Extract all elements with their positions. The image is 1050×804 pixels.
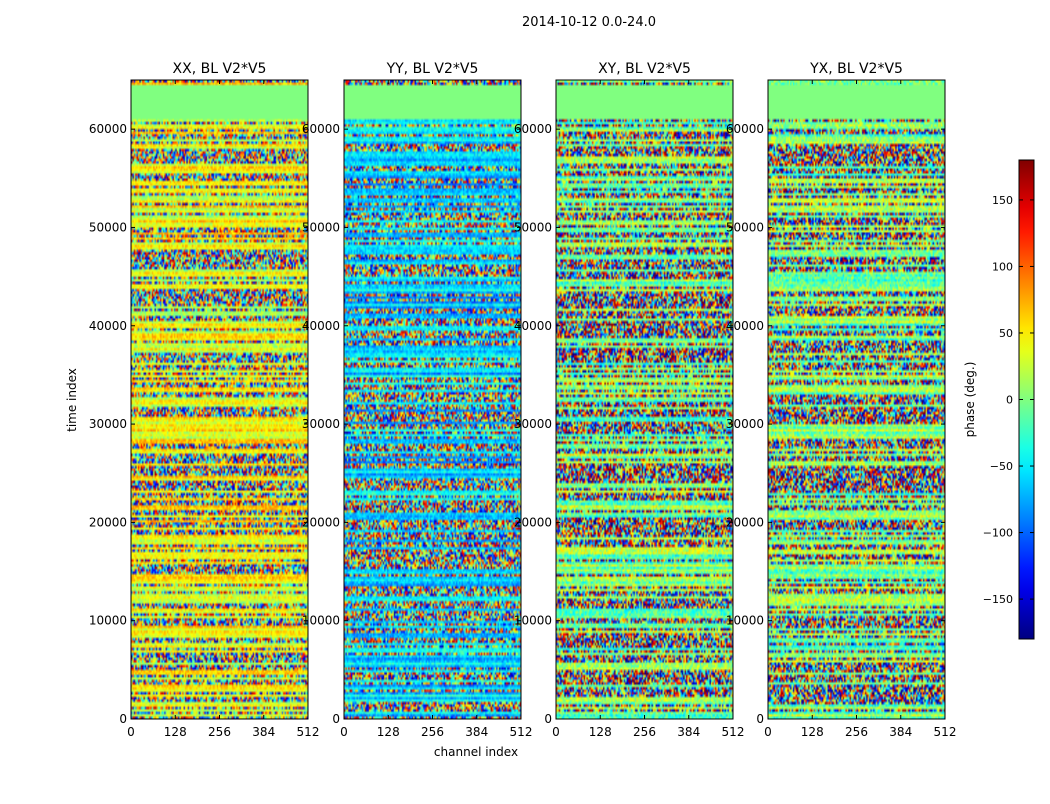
panel-title: YY, BL V2*V5 [386,61,479,77]
x-tick-label: 128 [377,725,400,739]
x-tick-label: 512 [934,725,957,739]
panel-heatmap-image [344,80,521,719]
y-tick-label: 20000 [89,515,127,529]
colorbar-tick-label: −100 [983,527,1013,540]
x-tick-label: 512 [297,725,320,739]
x-axis-label: channel index [434,745,518,759]
x-tick-label: 0 [127,725,135,739]
x-tick-label: 128 [164,725,187,739]
colorbar-tick-label: 0 [1006,394,1013,407]
y-tick-label: 20000 [514,515,552,529]
x-tick-label: 384 [465,725,488,739]
y-tick-label: 10000 [89,614,127,628]
y-tick-label: 50000 [514,220,552,234]
y-tick-label: 60000 [89,122,127,136]
panel-title: XY, BL V2*V5 [598,61,691,77]
x-tick-label: 0 [764,725,772,739]
y-tick-label: 0 [756,712,764,726]
y-tick-label: 40000 [302,319,340,333]
x-tick-label: 256 [208,725,231,739]
y-tick-label: 40000 [514,319,552,333]
panel-heatmap-image [131,80,308,719]
x-tick-label: 256 [633,725,656,739]
x-tick-label: 384 [677,725,700,739]
panel-3: YX, BL V2*V5 0 128 256 384 512 0 10000 20000 3000… [726,61,957,739]
colorbar-label: phase (deg.) [963,362,977,438]
x-tick-label: 512 [722,725,745,739]
x-tick-label: 256 [845,725,868,739]
y-tick-label: 50000 [302,220,340,234]
figure-title: 2014-10-12 0.0-24.0 [522,15,656,30]
colorbar-tick-label: 50 [999,327,1013,340]
panel-0: XX, BL V2*V5 0 128 256 384 512 0 10000 20000 3000… [89,61,320,739]
y-tick-label: 20000 [726,515,764,529]
y-tick-label: 30000 [514,417,552,431]
x-tick-label: 128 [589,725,612,739]
panel-heatmap-image [768,80,945,719]
x-tick-label: 256 [421,725,444,739]
x-tick-label: 0 [552,725,560,739]
y-tick-label: 60000 [726,122,764,136]
y-tick-label: 50000 [89,220,127,234]
panel-title: XX, BL V2*V5 [173,61,267,77]
panel-2: XY, BL V2*V5 0 128 256 384 512 0 10000 20000 3000… [514,61,745,739]
y-tick-label: 60000 [514,122,552,136]
colorbar-tick-label: 150 [992,194,1013,207]
y-tick-label: 0 [119,712,127,726]
y-tick-label: 10000 [514,614,552,628]
x-tick-label: 384 [889,725,912,739]
y-tick-label: 30000 [89,417,127,431]
y-tick-label: 10000 [726,614,764,628]
x-tick-label: 0 [340,725,348,739]
y-tick-label: 0 [332,712,340,726]
colorbar-tick-label: 100 [992,260,1013,273]
y-tick-label: 10000 [302,614,340,628]
panel-title: YX, BL V2*V5 [809,61,903,77]
x-tick-label: 512 [510,725,533,739]
y-tick-label: 30000 [726,417,764,431]
x-tick-label: 384 [252,725,275,739]
y-axis-label: time index [65,368,79,432]
y-tick-label: 60000 [302,122,340,136]
panel-1: YY, BL V2*V5 0 128 256 384 512 0 10000 20000 3000… [302,61,533,739]
panel-heatmap-image [556,80,733,719]
y-tick-label: 0 [544,712,552,726]
y-tick-label: 30000 [302,417,340,431]
y-tick-label: 40000 [89,319,127,333]
x-tick-label: 128 [801,725,824,739]
colorbar-tick-label: −50 [990,460,1013,473]
y-tick-label: 50000 [726,220,764,234]
y-tick-label: 20000 [302,515,340,529]
y-tick-label: 40000 [726,319,764,333]
colorbar-tick-label: −150 [983,593,1013,606]
